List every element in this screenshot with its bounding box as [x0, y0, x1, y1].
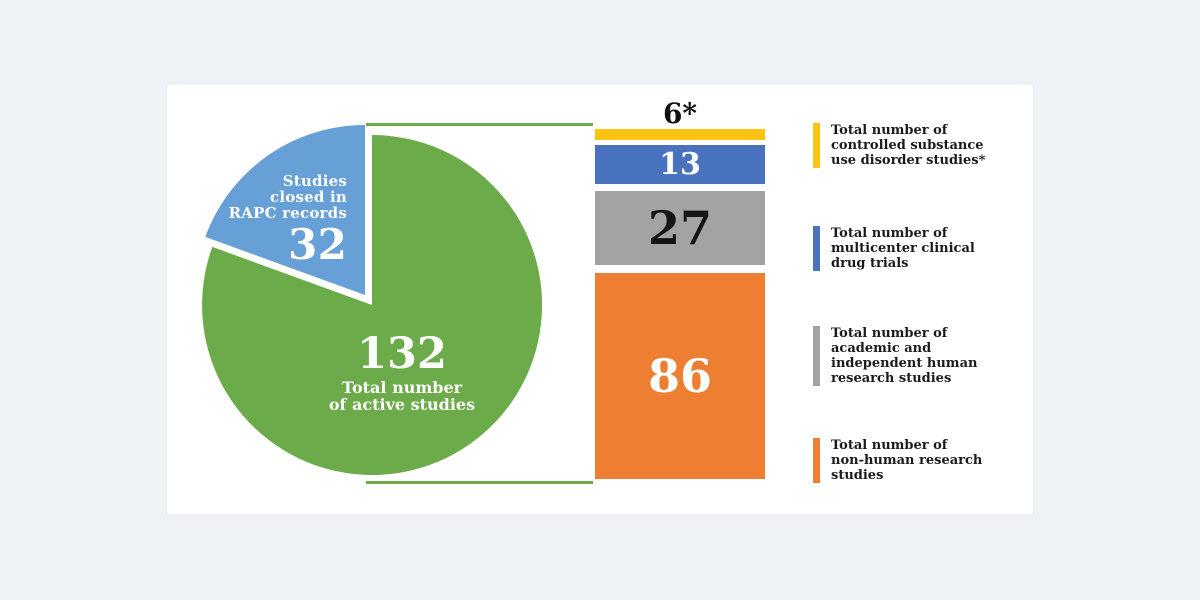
pie-active-value: 132: [357, 329, 447, 379]
bar-segment-controlled-substance: [595, 129, 765, 140]
pie-slice-closed-studies: [205, 125, 365, 295]
legend-swatch-blue: [813, 226, 820, 271]
legend-swatch-gray: [813, 326, 820, 386]
legend-label-line: multicenter clinical: [831, 241, 975, 256]
pie-active-sublabel-line: Total number: [341, 378, 463, 397]
chart-card: Studies closed in RAPC records 32 132 To…: [167, 85, 1033, 514]
pie-closed-label-line: RAPC records: [228, 204, 347, 222]
legend-label-line: non-human research: [831, 453, 983, 468]
legend-label-line: independent human: [831, 356, 978, 371]
pie-slice-active-studies: [202, 134, 543, 475]
pie-active-label-block: 132 Total number of active studies: [302, 332, 502, 413]
pie-closed-value: 32: [288, 220, 347, 269]
legend-item-controlled-substance: Total number of controlled substance use…: [813, 123, 1006, 168]
pie-closed-label-block: Studies closed in RAPC records 32: [197, 173, 347, 266]
legend-label-line: Total number of: [831, 123, 948, 138]
pie-closed-label-line: closed in: [270, 188, 347, 206]
legend-label-line: controlled substance: [831, 138, 984, 153]
legend-label-line: Total number of: [831, 226, 948, 241]
legend-item-multicenter-trials: Total number of multicenter clinical dru…: [813, 226, 1006, 271]
legend-label-line: research studies: [831, 371, 952, 386]
pie-closed-label-line: Studies: [282, 172, 347, 190]
legend-label: Total number of academic and independent…: [831, 326, 1006, 386]
legend-label-line: studies: [831, 468, 884, 483]
legend-item-academic-independent: Total number of academic and independent…: [813, 326, 1006, 386]
bar-value-controlled-substance: 6*: [662, 97, 698, 130]
legend-swatch-orange: [813, 438, 820, 483]
legend-label: Total number of controlled substance use…: [831, 123, 1006, 168]
bar-segment-non-human: 86: [595, 273, 765, 479]
legend-label: Total number of non-human research studi…: [831, 438, 1006, 483]
connector-bottom-line: [366, 481, 593, 484]
legend-label-line: Total number of: [831, 326, 948, 341]
legend-swatch-yellow: [813, 123, 820, 168]
connector-top-line: [366, 123, 593, 126]
legend-label: Total number of multicenter clinical dru…: [831, 226, 1006, 271]
legend-label-line: drug trials: [831, 256, 909, 271]
pie-active-sublabel-line: of active studies: [328, 395, 476, 414]
legend-label-line: Total number of: [831, 438, 948, 453]
bar-segment-multicenter-trials: 13: [595, 145, 765, 184]
legend-label-line: academic and: [831, 341, 932, 356]
legend-item-non-human: Total number of non-human research studi…: [813, 438, 1006, 483]
bar-segment-academic-independent: 27: [595, 191, 765, 265]
pie-chart: [202, 125, 543, 475]
legend-label-line: use disorder studies*: [831, 153, 986, 168]
pie-active-sublabel: Total number of active studies: [302, 379, 502, 413]
